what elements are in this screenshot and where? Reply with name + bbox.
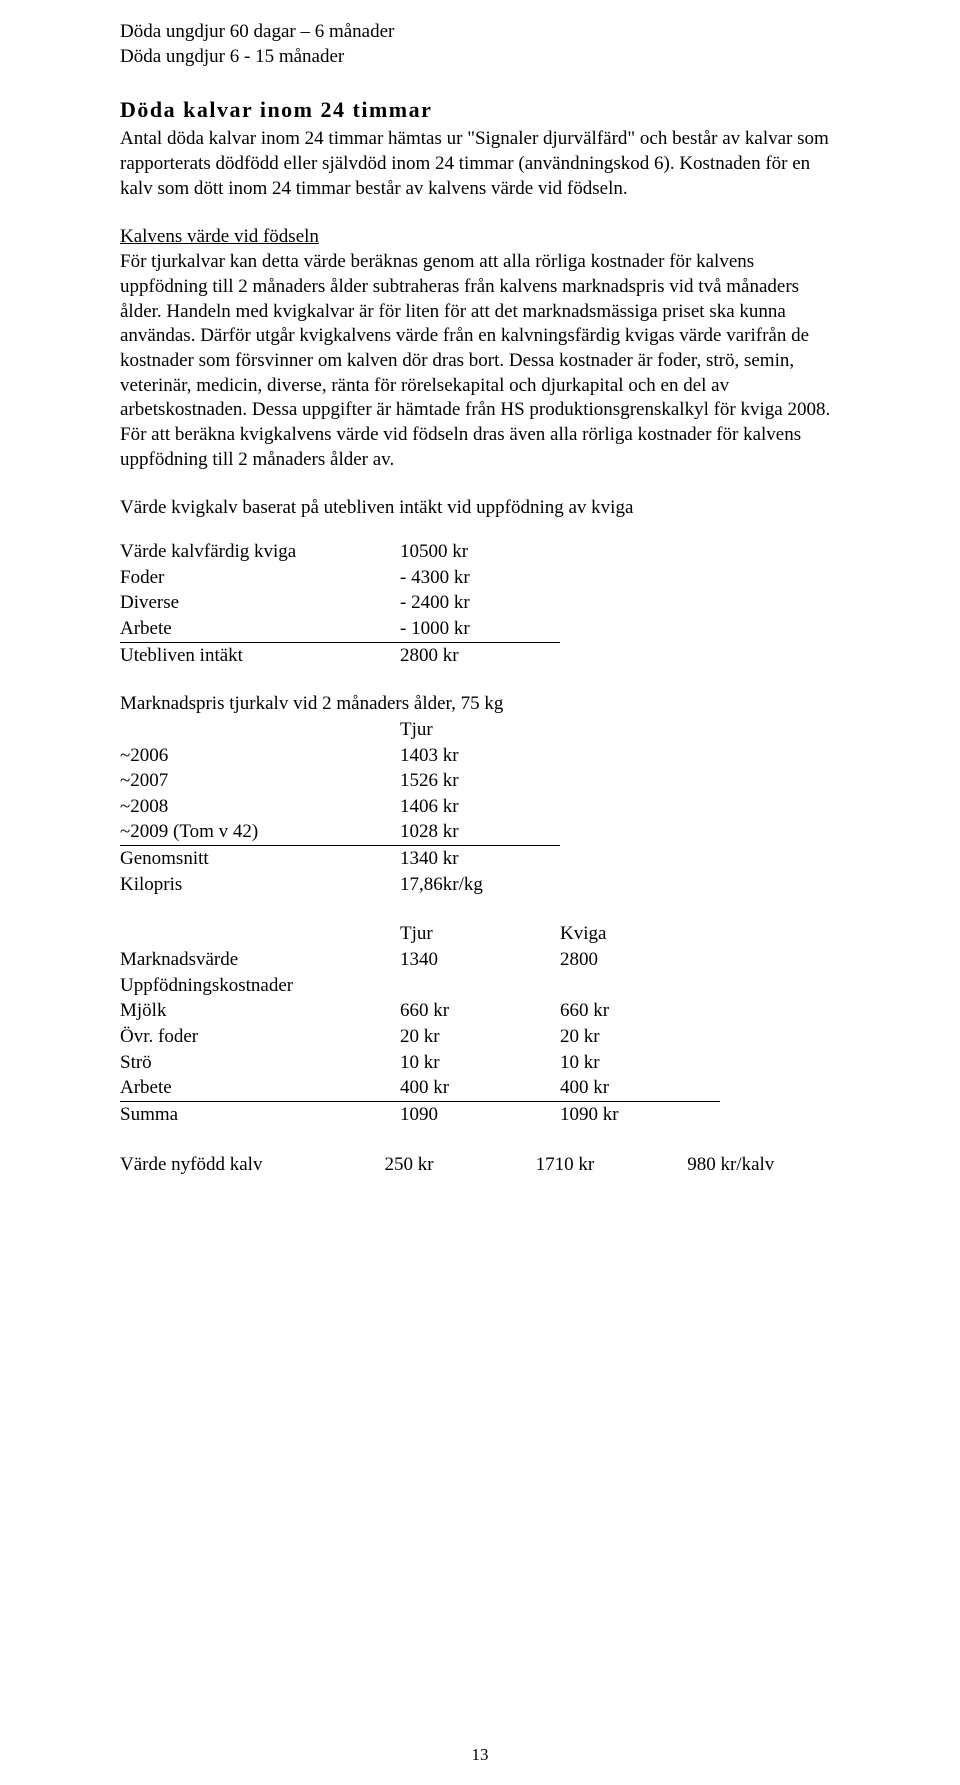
cell-head-tjur: Tjur bbox=[400, 921, 560, 947]
table-row: ~20071526 kr bbox=[120, 768, 560, 794]
cell-tjur: 400 kr bbox=[400, 1075, 560, 1101]
cell-head-kviga: Kviga bbox=[560, 921, 720, 947]
cell-label: Diverse bbox=[120, 590, 400, 616]
table-row: Foder- 4300 kr bbox=[120, 565, 560, 591]
cell-tjur: 10 kr bbox=[400, 1050, 560, 1076]
document-page: Döda ungdjur 60 dagar – 6 månader Döda u… bbox=[0, 0, 960, 1785]
cell-label: ~2007 bbox=[120, 768, 400, 794]
cell-tjur: 660 kr bbox=[400, 998, 560, 1024]
cell-label: Summa bbox=[120, 1101, 400, 1127]
cell-value: 17,86kr/kg bbox=[400, 872, 560, 898]
cell-value: - 2400 kr bbox=[400, 590, 560, 616]
cell-head: Tjur bbox=[400, 717, 560, 743]
cell-kviga: 1090 kr bbox=[560, 1101, 720, 1127]
cell-label: Övr. foder bbox=[120, 1024, 400, 1050]
cell-value: 2800 kr bbox=[400, 642, 560, 668]
cell-label: Arbete bbox=[120, 1075, 400, 1101]
cell-label: Värde kalvfärdig kviga bbox=[120, 539, 400, 565]
table-row-kilo: Kilopris17,86kr/kg bbox=[120, 872, 560, 898]
cell-kviga: 10 kr bbox=[560, 1050, 720, 1076]
cell-label: Utebliven intäkt bbox=[120, 642, 400, 668]
table-row: ~20081406 kr bbox=[120, 794, 560, 820]
table-row: Uppfödningskostnader bbox=[120, 973, 720, 999]
cell-label: ~2008 bbox=[120, 794, 400, 820]
table2: Tjur ~20061403 kr ~20071526 kr ~20081406… bbox=[120, 717, 560, 897]
cell-value: - 1000 kr bbox=[400, 616, 560, 642]
cell-label: Värde nyfödd kalv bbox=[120, 1152, 385, 1178]
table3: Tjur Kviga Marknadsvärde13402800 Uppfödn… bbox=[120, 921, 720, 1127]
cell-value: 1340 kr bbox=[400, 846, 560, 872]
cell-label: ~2009 (Tom v 42) bbox=[120, 819, 400, 845]
table2-title: Marknadspris tjurkalv vid 2 månaders åld… bbox=[120, 692, 840, 717]
cell-label: ~2006 bbox=[120, 743, 400, 769]
cell-avg: 980 kr/kalv bbox=[687, 1152, 840, 1178]
section2-body: För tjurkalvar kan detta värde beräknas … bbox=[120, 251, 830, 470]
table-row: ~20061403 kr bbox=[120, 743, 560, 769]
top-line-1: Döda ungdjur 60 dagar – 6 månader bbox=[120, 20, 840, 45]
cell-empty bbox=[120, 717, 400, 743]
page-number: 13 bbox=[0, 1745, 960, 1765]
cell-value: 1406 kr bbox=[400, 794, 560, 820]
cell-kviga: 1710 kr bbox=[536, 1152, 688, 1178]
cell-label: Marknadsvärde bbox=[120, 947, 400, 973]
table-row: Mjölk660 kr660 kr bbox=[120, 998, 720, 1024]
top-line-2: Döda ungdjur 6 - 15 månader bbox=[120, 45, 840, 70]
cell-value: 10500 kr bbox=[400, 539, 560, 565]
cell-kviga: 660 kr bbox=[560, 998, 720, 1024]
table-row: Värde kalvfärdig kviga10500 kr bbox=[120, 539, 560, 565]
cell-label: Uppfödningskostnader bbox=[120, 973, 400, 999]
section1-title: Döda kalvar inom 24 timmar bbox=[120, 97, 840, 123]
cell-label: Mjölk bbox=[120, 998, 400, 1024]
table-row-avg: Genomsnitt1340 kr bbox=[120, 846, 560, 872]
table-row: Arbete- 1000 kr bbox=[120, 616, 560, 642]
table-row: Strö10 kr10 kr bbox=[120, 1050, 720, 1076]
table4: Värde nyfödd kalv 250 kr 1710 kr 980 kr/… bbox=[120, 1152, 840, 1178]
cell-value: 1403 kr bbox=[400, 743, 560, 769]
section1-paragraph: Antal döda kalvar inom 24 timmar hämtas … bbox=[120, 127, 840, 201]
cell-value: - 4300 kr bbox=[400, 565, 560, 591]
cell-kviga: 20 kr bbox=[560, 1024, 720, 1050]
table-row: Diverse- 2400 kr bbox=[120, 590, 560, 616]
table-row-sum: Summa10901090 kr bbox=[120, 1101, 720, 1127]
cell-empty bbox=[120, 921, 400, 947]
cell-value: 1526 kr bbox=[400, 768, 560, 794]
cell-value: 1028 kr bbox=[400, 819, 560, 845]
cell-kviga: 2800 bbox=[560, 947, 720, 973]
table-row: Övr. foder20 kr20 kr bbox=[120, 1024, 720, 1050]
cell-label: Genomsnitt bbox=[120, 846, 400, 872]
cell-kviga bbox=[560, 973, 720, 999]
table-row: ~2009 (Tom v 42)1028 kr bbox=[120, 819, 560, 845]
top-list: Döda ungdjur 60 dagar – 6 månader Döda u… bbox=[120, 20, 840, 69]
table-row: Arbete400 kr400 kr bbox=[120, 1075, 720, 1101]
cell-label: Kilopris bbox=[120, 872, 400, 898]
table-row-head: Tjur bbox=[120, 717, 560, 743]
table-row: Värde nyfödd kalv 250 kr 1710 kr 980 kr/… bbox=[120, 1152, 840, 1178]
cell-tjur bbox=[400, 973, 560, 999]
cell-kviga: 400 kr bbox=[560, 1075, 720, 1101]
cell-label: Strö bbox=[120, 1050, 400, 1076]
table-row-sum: Utebliven intäkt2800 kr bbox=[120, 642, 560, 668]
cell-label: Foder bbox=[120, 565, 400, 591]
section2-heading: Kalvens värde vid födseln bbox=[120, 226, 319, 247]
cell-tjur: 1090 bbox=[400, 1101, 560, 1127]
table1: Värde kalvfärdig kviga10500 kr Foder- 43… bbox=[120, 539, 560, 668]
cell-tjur: 20 kr bbox=[400, 1024, 560, 1050]
table-row-head: Tjur Kviga bbox=[120, 921, 720, 947]
cell-tjur: 250 kr bbox=[385, 1152, 536, 1178]
cell-label: Arbete bbox=[120, 616, 400, 642]
table1-title: Värde kvigkalv baserat på utebliven intä… bbox=[120, 496, 840, 521]
section2-paragraph: Kalvens värde vid födseln För tjurkalvar… bbox=[120, 225, 840, 472]
cell-tjur: 1340 bbox=[400, 947, 560, 973]
table-row: Marknadsvärde13402800 bbox=[120, 947, 720, 973]
